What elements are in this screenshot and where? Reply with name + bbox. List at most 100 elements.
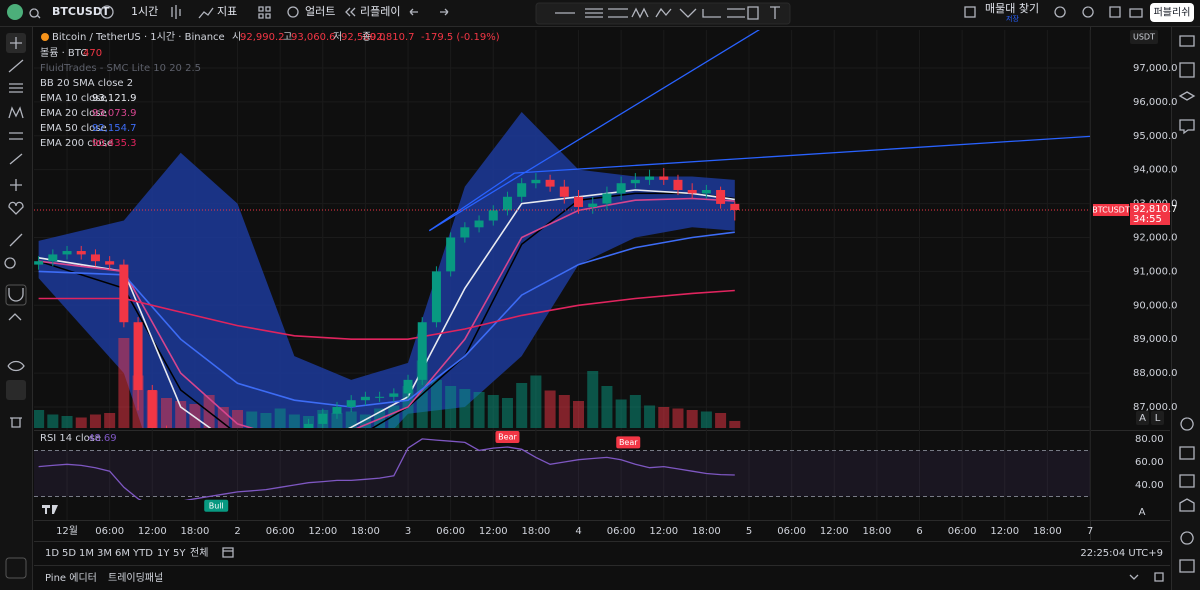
candle-body <box>687 190 697 194</box>
left-toolbar <box>0 27 32 590</box>
divergence-label: Bear <box>498 433 517 442</box>
smc-indicator: FluidTrades - SMC Lite 10 20 2.5 <box>40 63 201 74</box>
toolbar-icons[interactable] <box>1054 6 1143 18</box>
left-tools-2[interactable] <box>4 233 25 428</box>
rsi-auto[interactable]: A <box>1139 507 1146 518</box>
x-tick-label: 18:00 <box>521 526 550 537</box>
y-tick-label: 95,000.0 <box>1133 131 1178 142</box>
range-button[interactable]: 1M <box>79 548 94 559</box>
drawing-tools[interactable] <box>555 6 780 20</box>
magnet[interactable] <box>5 284 27 306</box>
interval[interactable]: 1시간 <box>131 5 158 18</box>
range-button[interactable]: 5D <box>62 548 76 559</box>
replay[interactable]: 리플레이 <box>360 5 400 18</box>
volume-bar <box>288 414 300 428</box>
pine-editor[interactable]: Pine 에디터 <box>45 572 97 584</box>
volume-bar <box>558 395 570 428</box>
indicators[interactable]: 지표 <box>217 5 237 18</box>
left-tools[interactable] <box>8 37 24 215</box>
y-tick-label: 88,000.0 <box>1133 368 1178 379</box>
trading-panel[interactable]: 트레이딩패널 <box>108 572 163 584</box>
candle-body <box>34 261 44 265</box>
volume-bar <box>47 414 59 428</box>
volume-bar <box>89 414 101 428</box>
currency-select[interactable] <box>1130 30 1158 44</box>
volume-bar <box>587 371 599 428</box>
volume-bar <box>544 390 556 428</box>
lock-tool[interactable] <box>6 380 26 400</box>
avatar[interactable] <box>7 4 23 20</box>
log-scale[interactable] <box>1151 411 1164 425</box>
auto-scale[interactable] <box>1136 411 1149 425</box>
candle-body <box>417 322 427 380</box>
x-tick-label: 3 <box>405 526 411 537</box>
volume-bar <box>75 417 87 428</box>
volume-bar <box>345 411 357 428</box>
candle-body <box>431 271 441 323</box>
range-button[interactable]: 5Y <box>173 548 186 559</box>
range-button[interactable]: 1Y <box>157 548 170 559</box>
divergence-tag <box>204 499 229 512</box>
x-tick-label: 06:00 <box>436 526 465 537</box>
save-hint: 저장 <box>1006 14 1019 23</box>
panel-controls[interactable] <box>1129 572 1164 582</box>
volume-bar <box>715 413 727 428</box>
volume-bar <box>644 405 656 428</box>
candle-body <box>531 179 541 184</box>
find-volume[interactable]: 매물대 찾기 <box>985 2 1039 15</box>
candle-body <box>502 196 512 211</box>
candle-body <box>360 396 370 401</box>
undo-redo[interactable] <box>409 8 449 16</box>
currency[interactable]: USDT <box>1133 33 1155 42</box>
ema-legend-value: 93,073.9 <box>92 108 137 119</box>
range-button[interactable]: 1D <box>45 548 59 559</box>
add-symbol[interactable] <box>100 5 114 19</box>
candle-body <box>76 251 86 255</box>
alert[interactable]: 얼러트 <box>305 4 335 18</box>
candle-body <box>119 264 129 323</box>
volume-bar <box>729 420 741 428</box>
y-tick-label: 94,000.0 <box>1133 165 1178 176</box>
auto-scale-label[interactable]: A <box>1139 413 1146 424</box>
x-tick-label: 06:00 <box>777 526 806 537</box>
range-button[interactable]: 전체 <box>190 547 208 559</box>
publish-button[interactable] <box>1150 3 1194 22</box>
x-tick-label: 06:00 <box>948 526 977 537</box>
price-tag <box>1130 202 1170 225</box>
volume-bar <box>34 410 45 428</box>
sidebar-icons[interactable] <box>1178 35 1196 573</box>
close-label: 종 <box>362 31 371 43</box>
volume-bar <box>516 383 528 428</box>
range-bar: 1D 5D 1M 3M 6M YTD 1Y 5Y 전체 <box>45 547 208 559</box>
high-label: 고 <box>283 32 292 43</box>
range-button[interactable]: 3M <box>97 548 112 559</box>
search-icon[interactable] <box>29 8 41 19</box>
rsi-pane <box>34 438 1090 500</box>
candle-body <box>474 220 484 228</box>
range-button[interactable]: YTD <box>132 548 153 559</box>
coin-icon <box>41 33 49 41</box>
divergence-label: Bull <box>209 501 224 510</box>
rsi-tick-label: 80.00 <box>1135 434 1164 445</box>
ema-legend: EMA 200 close <box>40 138 113 149</box>
y-tick-label: 90,000.0 <box>1133 300 1178 311</box>
candle-body <box>90 254 100 262</box>
symbol[interactable]: BTCUSDT <box>52 5 110 18</box>
y-tick-label: 89,000.0 <box>1133 334 1178 345</box>
checkbox[interactable] <box>964 6 976 18</box>
date-range-icon[interactable] <box>222 547 234 558</box>
countdown: 34:55 <box>1133 214 1162 225</box>
range-button[interactable]: 6M <box>115 548 130 559</box>
favorites[interactable] <box>5 557 27 579</box>
layout-icon[interactable] <box>258 6 271 19</box>
ema-line <box>38 289 735 340</box>
candle-body <box>318 413 328 424</box>
ema-legend-value: 90,435.3 <box>92 138 137 149</box>
log-scale-label[interactable]: L <box>1155 413 1161 424</box>
chart-type[interactable] <box>171 5 181 19</box>
publish[interactable]: 퍼블리쉬 <box>1154 7 1191 19</box>
x-tick-label: 18:00 <box>692 526 721 537</box>
x-tick-label: 4 <box>575 526 581 537</box>
y-tick-label: 97,000.0 <box>1133 63 1178 74</box>
candle-body <box>545 179 555 187</box>
